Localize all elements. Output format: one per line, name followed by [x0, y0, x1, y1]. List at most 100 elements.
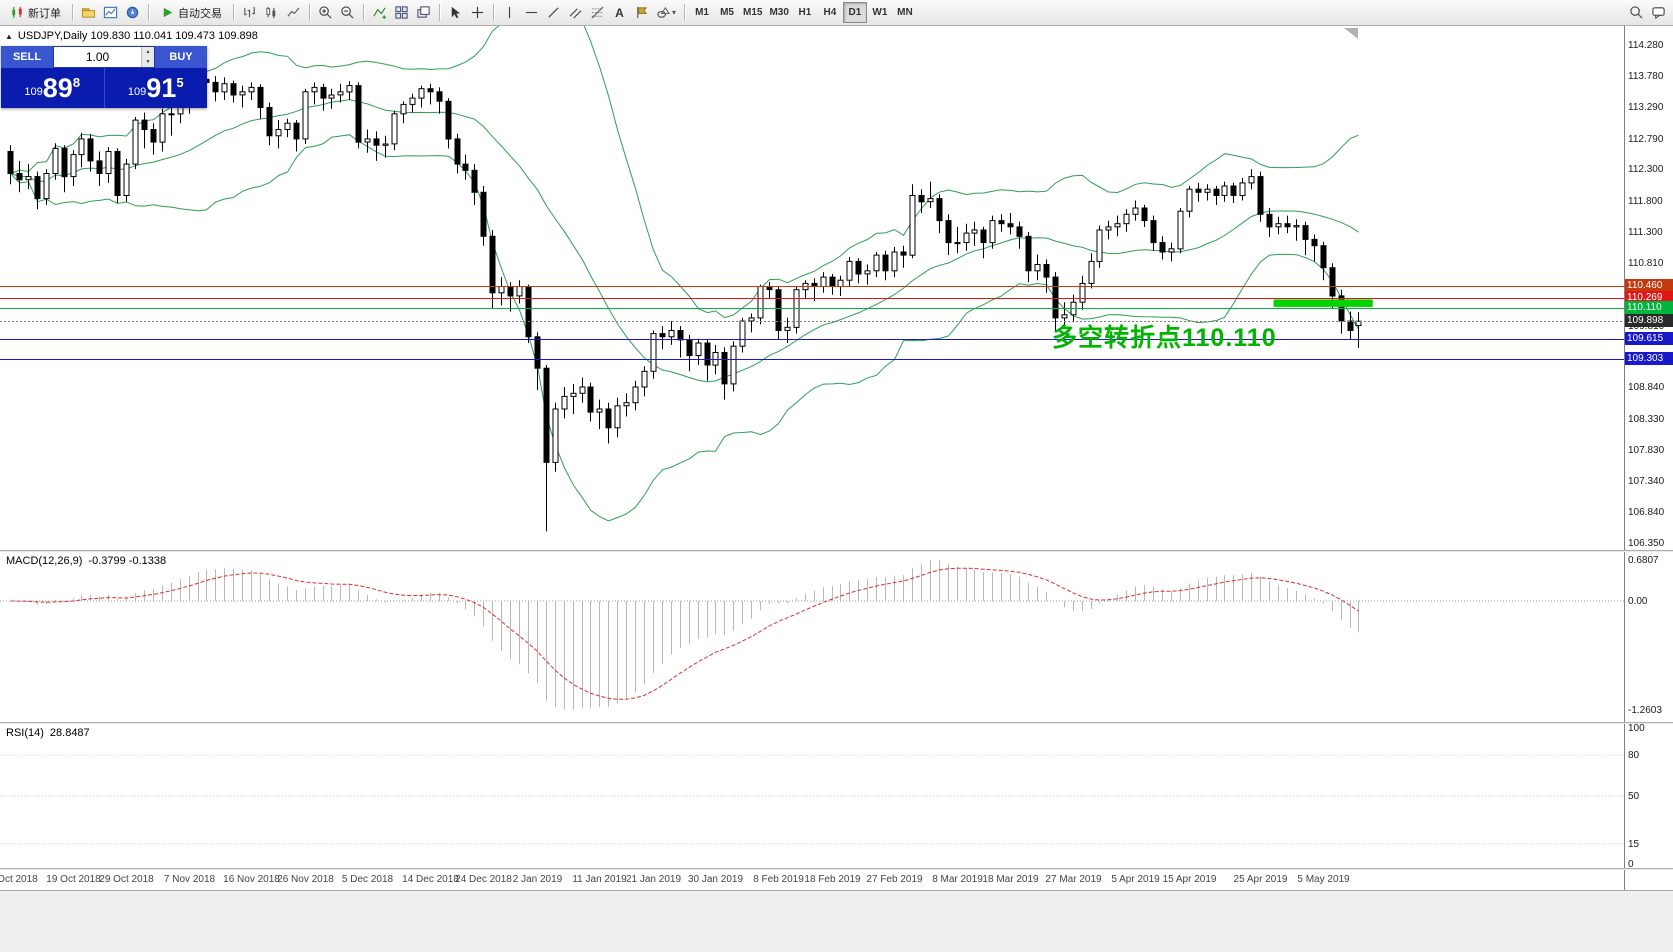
date-label: 7 Nov 2018 — [163, 874, 216, 885]
candle-body — [891, 251, 898, 272]
bollinger-upper-band — [10, 26, 1359, 319]
candle-body — [257, 86, 264, 109]
channel-button[interactable] — [565, 2, 586, 23]
navigator-icon — [126, 6, 139, 19]
candle-body — [1123, 213, 1130, 225]
horizontal-line-button[interactable] — [521, 2, 542, 23]
new-order-button[interactable]: 新订单 — [4, 2, 67, 23]
macd-pane — [0, 552, 1624, 722]
candle-body — [302, 91, 309, 140]
one-click-trading-toggle[interactable] — [5, 30, 13, 42]
price-axis[interactable]: 114.280 113.780 113.290 112.790 112.300 111.8… — [1624, 26, 1673, 890]
pane-splitter[interactable] — [0, 550, 1673, 552]
profiles-button[interactable] — [78, 2, 99, 23]
date-label: 18 Mar 2019 — [982, 874, 1039, 885]
candle-body — [516, 286, 523, 297]
cursor-button[interactable] — [445, 2, 466, 23]
lot-size-value[interactable]: 1.00 — [85, 50, 110, 64]
label-button[interactable] — [631, 2, 652, 23]
autotrading-play-icon — [163, 7, 173, 18]
candle-body — [971, 229, 978, 234]
shapes-dropdown-button[interactable] — [653, 2, 679, 23]
date-label: 21 Jan 2019 — [625, 874, 682, 885]
zoom-in-icon — [319, 6, 332, 19]
candle-body — [820, 276, 827, 288]
candle-body — [650, 333, 657, 372]
sell-price-button[interactable]: 109 89 8 — [1, 68, 105, 108]
candle-body — [704, 342, 711, 366]
candle-body — [632, 386, 639, 404]
lot-decrease-button[interactable] — [142, 57, 154, 67]
crosshair-button[interactable] — [467, 2, 488, 23]
timeframe-button-d1[interactable]: D1 — [842, 2, 867, 23]
candle-body — [427, 88, 434, 93]
candle-body — [1221, 185, 1228, 196]
search-button[interactable] — [1626, 2, 1647, 23]
zoom-out-button[interactable] — [337, 2, 358, 23]
market-watch-button[interactable] — [100, 2, 121, 23]
macd-canvas[interactable] — [0, 552, 1624, 722]
candle-body — [43, 173, 50, 200]
date-label: 25 Apr 2019 — [1233, 874, 1288, 885]
candle-body — [757, 286, 764, 319]
text-button[interactable]: A — [609, 2, 630, 23]
main-chart-canvas[interactable] — [0, 26, 1624, 550]
price-axis-label: 107.830 — [1628, 445, 1665, 456]
fibonacci-button[interactable] — [587, 2, 608, 23]
profiles-icon — [81, 8, 96, 18]
candle-body — [328, 94, 335, 99]
chat-button[interactable] — [1648, 2, 1669, 23]
trendline-button[interactable] — [543, 2, 564, 23]
timeframe-button-h1[interactable]: H1 — [793, 2, 817, 23]
chart-shift-marker[interactable] — [1344, 28, 1358, 39]
candle-body — [963, 232, 970, 244]
timeframe-button-w1[interactable]: W1 — [868, 2, 892, 23]
line-chart-icon — [287, 7, 300, 17]
candle-body — [686, 339, 693, 357]
candle-body — [382, 143, 389, 146]
candle-body — [677, 330, 684, 341]
line-chart-button[interactable] — [283, 2, 304, 23]
toolbar-separator — [439, 4, 440, 21]
timeframe-button-m1[interactable]: M1 — [690, 2, 714, 23]
buy-price-button[interactable]: 109 91 5 — [105, 68, 208, 108]
pane-splitter[interactable] — [0, 868, 1673, 870]
cascade-windows-button[interactable] — [413, 2, 434, 23]
rsi-canvas[interactable] — [0, 724, 1624, 868]
candle-body — [105, 151, 112, 174]
pane-splitter[interactable] — [0, 722, 1673, 724]
timeframe-button-mn[interactable]: MN — [893, 2, 917, 23]
candle-body — [1347, 320, 1354, 332]
candle-body — [7, 151, 14, 174]
sell-button[interactable]: SELL — [1, 46, 53, 68]
vertical-line-button[interactable] — [499, 2, 520, 23]
indicators-button[interactable] — [369, 2, 390, 23]
lot-size-field[interactable]: 1.00 — [53, 46, 155, 68]
candle-body — [337, 91, 344, 96]
navigator-button[interactable] — [122, 2, 143, 23]
highlight-rectangle[interactable] — [1273, 299, 1373, 307]
candle-body — [1204, 188, 1211, 193]
autotrading-button[interactable]: 自动交易 — [154, 2, 228, 23]
lot-increase-button[interactable] — [142, 47, 154, 57]
candle-body — [1257, 176, 1264, 215]
candle-body — [284, 122, 291, 130]
candle-body — [900, 251, 907, 256]
date-label: 27 Mar 2019 — [1045, 874, 1102, 885]
price-tag-110.460: 110.460 — [1625, 279, 1673, 292]
timeframe-button-m15[interactable]: M15 — [740, 2, 765, 23]
timeframe-button-h4[interactable]: H4 — [818, 2, 842, 23]
zoom-in-button[interactable] — [315, 2, 336, 23]
candle-body — [989, 220, 996, 244]
candle-body — [614, 405, 621, 429]
timeframe-button-m5[interactable]: M5 — [715, 2, 739, 23]
candlestick-chart-button[interactable] — [261, 2, 282, 23]
rsi-axis-label: 15 — [1628, 839, 1640, 850]
bar-chart-button[interactable] — [239, 2, 260, 23]
tile-windows-button[interactable] — [391, 2, 412, 23]
candle-body — [846, 260, 853, 281]
macd-signal-line — [10, 567, 1359, 700]
buy-button[interactable]: BUY — [155, 46, 207, 68]
timeframe-button-m30[interactable]: M30 — [766, 2, 791, 23]
